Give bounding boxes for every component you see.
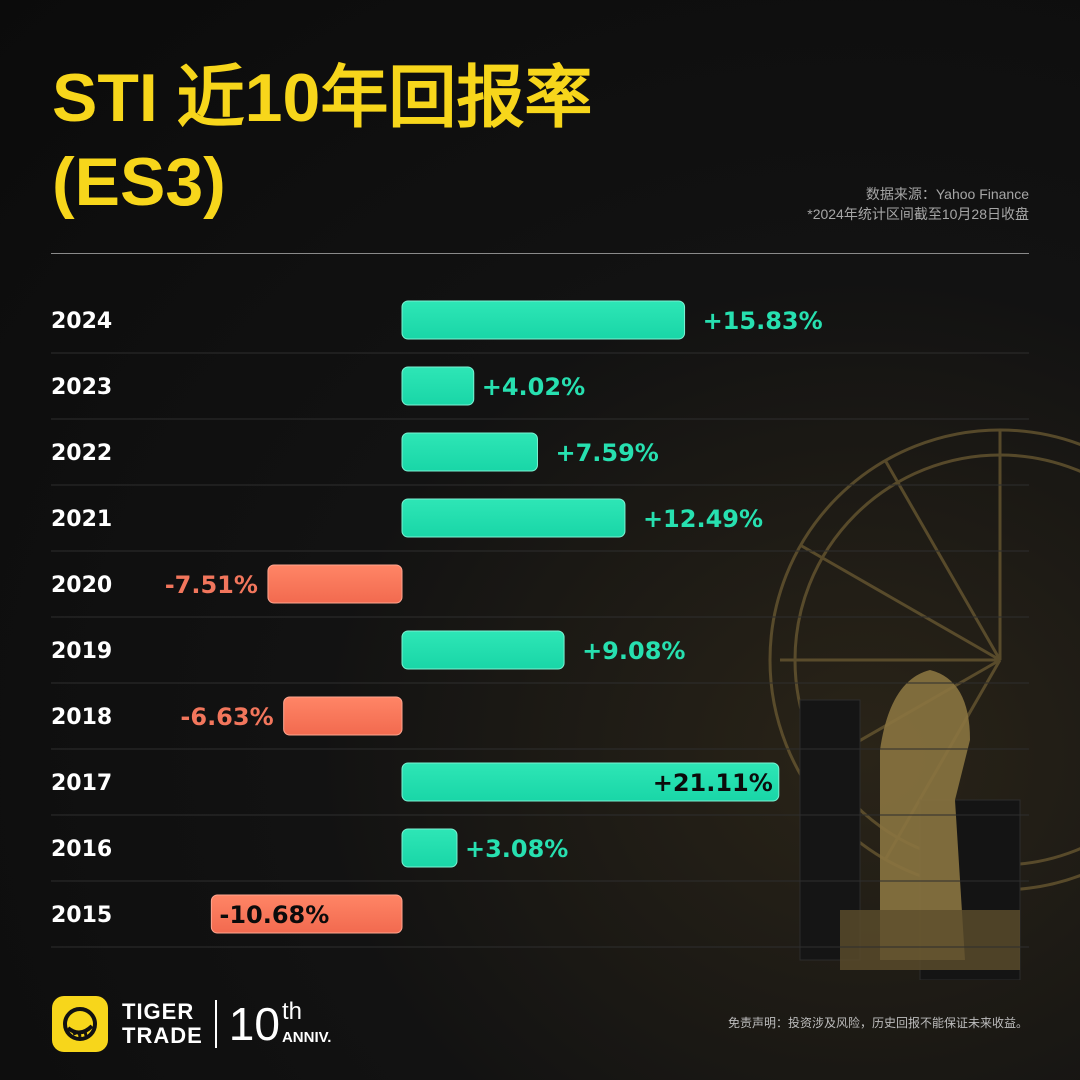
value-label-2017: +21.11%	[653, 769, 773, 797]
year-label-2017: 2017	[51, 771, 112, 796]
data-source: 数据来源：Yahoo Finance	[865, 186, 1029, 202]
tiger-stripe-icon	[52, 996, 108, 1052]
anniv-suffix: th	[281, 998, 302, 1025]
year-label-2022: 2022	[51, 441, 112, 466]
bar-2016	[401, 828, 458, 868]
bar-2019	[401, 630, 565, 670]
brand-divider	[214, 1000, 217, 1048]
value-label-2024: +15.83%	[703, 307, 823, 335]
value-label-2019: +9.08%	[582, 637, 685, 665]
year-label-2023: 2023	[51, 375, 112, 400]
value-label-2020: -7.51%	[165, 571, 258, 599]
disclaimer: 免责声明：投资涉及风险，历史回报不能保证未来收益。	[727, 1016, 1028, 1030]
value-label-2021: +12.49%	[643, 505, 763, 533]
anniversary-mark: 10 th ANNIV.	[228, 998, 332, 1050]
brand-line-2: TRADE	[122, 1023, 203, 1048]
bar-2018	[283, 696, 403, 736]
year-label-2020: 2020	[51, 573, 112, 598]
year-label-2015: 2015	[51, 903, 112, 928]
brand-name: TIGER TRADE	[122, 1000, 203, 1048]
value-label-2023: +4.02%	[482, 373, 585, 401]
source-note: 数据来源：Yahoo Finance *2024年统计区间截至10月28日收盘	[807, 184, 1029, 224]
title-line-1: STI 近10年回报率	[52, 60, 593, 136]
header-divider	[51, 253, 1029, 254]
value-label-2015: -10.68%	[219, 901, 329, 929]
bar-2015	[210, 894, 403, 934]
page-title: STI 近10年回报率 (ES3)	[52, 56, 592, 224]
brand-logo: TIGER TRADE 10 th ANNIV.	[52, 996, 331, 1052]
bar-2024	[401, 300, 686, 340]
year-label-2024: 2024	[51, 309, 112, 334]
bar-2021	[401, 498, 626, 538]
anniv-number: 10	[228, 998, 280, 1050]
year-label-2021: 2021	[51, 507, 112, 532]
period-note: *2024年统计区间截至10月28日收盘	[807, 206, 1029, 222]
anniv-word: ANNIV.	[281, 1029, 332, 1046]
bar-2023	[401, 366, 475, 406]
bar-2020	[267, 564, 403, 604]
year-label-2019: 2019	[51, 639, 112, 664]
brand-line-1: TIGER	[122, 999, 195, 1024]
value-label-2022: +7.59%	[555, 439, 658, 467]
bar-2017	[401, 762, 780, 802]
year-label-2016: 2016	[51, 837, 112, 862]
title-line-2: (ES3)	[52, 144, 226, 220]
year-label-2018: 2018	[51, 705, 112, 730]
value-label-2018: -6.63%	[180, 703, 273, 731]
bar-2022	[401, 432, 538, 472]
value-label-2016: +3.08%	[465, 835, 568, 863]
